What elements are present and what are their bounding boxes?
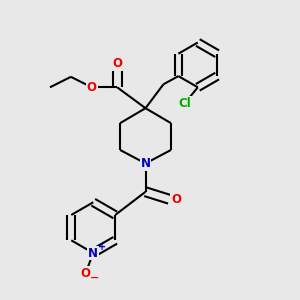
Text: −: − xyxy=(90,272,99,283)
Text: +: + xyxy=(98,242,106,252)
Text: O: O xyxy=(87,81,97,94)
Text: O: O xyxy=(81,267,91,280)
Text: N: N xyxy=(140,157,151,170)
Text: O: O xyxy=(112,57,122,70)
Text: N: N xyxy=(88,247,98,260)
Text: Cl: Cl xyxy=(178,97,191,110)
Text: O: O xyxy=(171,193,181,206)
